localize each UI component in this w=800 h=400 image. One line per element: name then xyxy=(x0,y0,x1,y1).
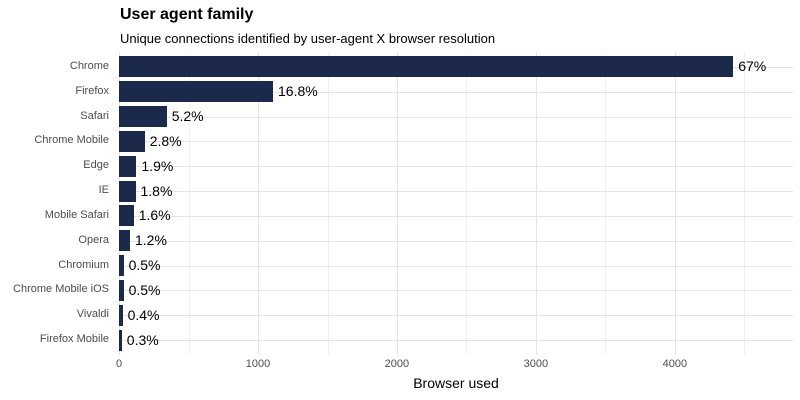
y-tick-label: IE xyxy=(98,184,109,197)
y-gridline-major xyxy=(119,215,793,217)
bar-value-label: 1.6% xyxy=(138,207,171,224)
x-tick-label: 2000 xyxy=(384,358,410,370)
bar-chrome-mobile xyxy=(119,130,145,152)
y-gridline-major xyxy=(119,191,793,193)
bar-value-label: 0.5% xyxy=(128,281,161,298)
y-gridline-major xyxy=(119,141,793,143)
x-gridline-major xyxy=(258,52,259,355)
y-tick-label: Chrome Mobile xyxy=(34,134,109,147)
y-tick-label: Firefox xyxy=(75,84,109,97)
y-tick-label: Edge xyxy=(83,159,109,172)
bar-value-label: 5.2% xyxy=(171,108,204,125)
x-gridline-major xyxy=(396,52,398,355)
x-gridline-minor xyxy=(744,52,746,355)
plot-panel: 67% 16.8% 5.2% 2.8% 1.9% 1.8% 1.6% 1.2% 0.5% 0.5%… xyxy=(119,52,793,355)
bar-firefox-mobile xyxy=(119,329,122,351)
bar-value-label: 0.4% xyxy=(127,306,160,323)
bar-value-label: 1.2% xyxy=(135,232,167,249)
bar-value-label: 2.8% xyxy=(149,132,182,149)
bar-value-label: 16.8% xyxy=(278,83,318,100)
x-tick-label: 4000 xyxy=(662,358,688,370)
bar-value-label: 0.3% xyxy=(126,331,159,348)
x-gridline-major xyxy=(674,52,676,355)
x-gridline-major xyxy=(535,52,537,355)
y-axis-labels: Chrome Firefox Safari Chrome Mobile Edge IE Mo… xyxy=(0,52,114,355)
bar-value-label: 1.8% xyxy=(140,182,173,199)
bar-safari xyxy=(119,106,167,128)
y-gridline-major xyxy=(119,91,793,93)
x-tick-label: 1000 xyxy=(245,358,271,370)
y-gridline-major xyxy=(119,166,793,168)
bar-vivaldi xyxy=(119,304,123,326)
bar-edge xyxy=(119,155,137,177)
y-gridline-major xyxy=(119,116,793,118)
y-tick-label: Safari xyxy=(80,109,109,122)
bar-value-label: 1.9% xyxy=(141,157,174,174)
y-gridline-major xyxy=(119,265,793,267)
x-gridline-minor xyxy=(327,52,329,355)
x-axis-title: Browser used xyxy=(413,375,499,391)
y-tick-label: Opera xyxy=(78,233,109,246)
y-tick-label: Firefox Mobile xyxy=(39,333,109,346)
bar-chrome xyxy=(119,56,734,78)
x-gridline-major xyxy=(119,52,120,355)
x-gridline-minor xyxy=(466,52,468,355)
y-tick-label: Vivaldi xyxy=(76,308,109,321)
bar-value-label: 67% xyxy=(738,58,767,75)
x-tick-label: 3000 xyxy=(523,358,549,370)
bar-firefox xyxy=(119,81,273,103)
bar-chrome-mobile-ios xyxy=(119,279,124,301)
y-tick-label: Chrome Mobile iOS xyxy=(13,283,109,296)
y-gridline-major xyxy=(119,240,793,242)
bar-opera xyxy=(119,230,130,252)
x-gridline-minor xyxy=(188,52,190,355)
bar-ie xyxy=(119,180,136,202)
chart-subtitle: Unique connections identified by user-ag… xyxy=(120,31,496,46)
y-gridline-major xyxy=(119,290,793,292)
y-gridline-major xyxy=(119,315,793,317)
y-gridline-major xyxy=(119,340,793,342)
bar-chromium xyxy=(119,255,124,277)
y-tick-label: Mobile Safari xyxy=(44,208,109,221)
x-tick-label: 0 xyxy=(115,358,123,370)
y-tick-label: Chromium xyxy=(58,258,109,271)
bar-value-label: 0.5% xyxy=(128,257,161,274)
y-tick-label: Chrome xyxy=(69,59,109,72)
x-axis-tick-labels: 0 1000 2000 3000 4000 xyxy=(115,358,793,372)
chart-title: User agent family xyxy=(120,6,254,23)
x-gridline-minor xyxy=(605,52,607,355)
bar-mobile-safari xyxy=(119,205,134,227)
